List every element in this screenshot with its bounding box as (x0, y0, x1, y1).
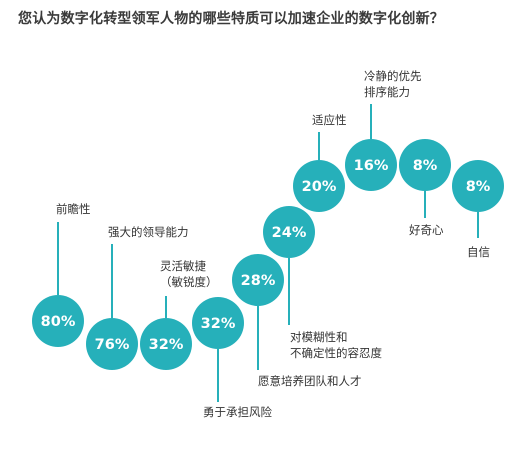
category-label: 自信 (467, 245, 490, 259)
value-label: 76% (95, 337, 130, 353)
value-bubble (32, 295, 84, 347)
data-point: 24% 对模糊性和不确定性的容忍度 (263, 206, 382, 360)
value-label: 20% (302, 179, 337, 195)
category-label: 灵活敏捷（敏锐度） (160, 259, 218, 289)
value-bubble (140, 318, 192, 370)
value-label: 80% (41, 314, 76, 330)
data-point: 28% 愿意培养团队和人才 (232, 254, 362, 388)
data-point: 32% 灵活敏捷（敏锐度） (140, 259, 218, 370)
value-bubble (232, 254, 284, 306)
value-label: 16% (354, 158, 389, 174)
data-point: 80% 前瞻性 (32, 202, 91, 347)
value-bubble (345, 139, 397, 191)
value-label: 8% (466, 179, 491, 195)
value-bubble (399, 139, 451, 191)
data-point: 8% 自信 (452, 160, 504, 259)
category-label: 勇于承担风险 (203, 405, 272, 419)
data-point: 32% 勇于承担风险 (192, 297, 272, 419)
data-point: 8% 好奇心 (399, 139, 451, 237)
data-point: 20% 适应性 (293, 113, 347, 212)
category-label: 强大的领导能力 (108, 225, 189, 239)
value-label: 24% (272, 225, 307, 241)
chart-title: 您认为数字化转型领军人物的哪些特质可以加速企业的数字化创新？ (18, 11, 444, 27)
value-label: 28% (241, 273, 276, 289)
value-label: 8% (413, 158, 438, 174)
value-bubble (263, 206, 315, 258)
data-point: 16% 冷静的优先排序能力 (345, 69, 422, 191)
category-label: 冷静的优先排序能力 (364, 69, 422, 99)
value-bubble (192, 297, 244, 349)
category-label: 好奇心 (409, 223, 444, 237)
data-point: 76% 强大的领导能力 (86, 225, 189, 370)
value-label: 32% (149, 337, 184, 353)
value-bubble (452, 160, 504, 212)
value-label: 32% (201, 316, 236, 332)
category-label: 适应性 (312, 113, 347, 127)
category-label: 对模糊性和不确定性的容忍度 (290, 330, 382, 360)
value-bubble (293, 160, 345, 212)
category-label: 愿意培养团队和人才 (258, 374, 362, 388)
category-label: 前瞻性 (56, 202, 91, 216)
value-bubble (86, 318, 138, 370)
